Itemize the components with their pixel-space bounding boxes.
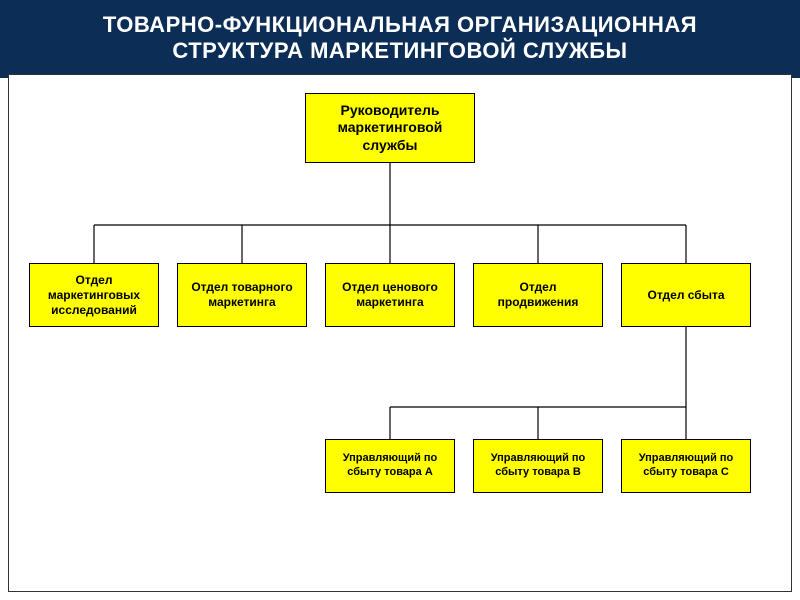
org-node-root: Руководитель маркетинговой службы: [305, 93, 475, 163]
org-node-m3: Управляющий по сбыту товара С: [621, 439, 751, 493]
org-chart: Руководитель маркетинговой службы Отдел м…: [8, 74, 792, 592]
org-node-m1: Управляющий по сбыту товара А: [325, 439, 455, 493]
page-title: ТОВАРНО-ФУНКЦИОНАЛЬНАЯ ОРГАНИЗАЦИОННАЯ С…: [0, 0, 800, 78]
org-node-d5: Отдел сбыта: [621, 263, 751, 327]
page-title-line1: ТОВАРНО-ФУНКЦИОНАЛЬНАЯ ОРГАНИЗАЦИОННАЯ: [20, 12, 780, 38]
org-node-d3: Отдел ценового маркетинга: [325, 263, 455, 327]
org-node-d1: Отдел маркетинговых исследований: [29, 263, 159, 327]
org-node-d4: Отдел продвижения: [473, 263, 603, 327]
page-title-line2: СТРУКТУРА МАРКЕТИНГОВОЙ СЛУЖБЫ: [20, 38, 780, 64]
org-node-m2: Управляющий по сбыту товара В: [473, 439, 603, 493]
org-node-d2: Отдел товарного маркетинга: [177, 263, 307, 327]
